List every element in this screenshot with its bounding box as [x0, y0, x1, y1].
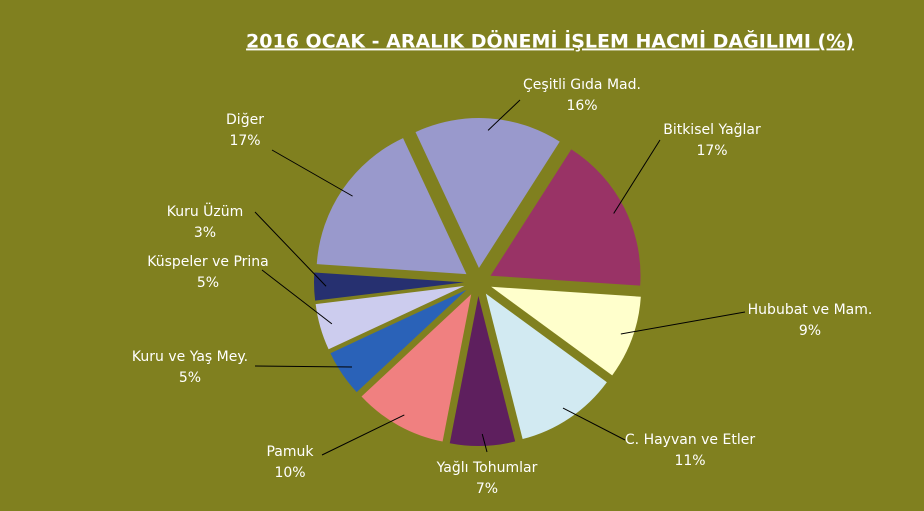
slice-value-label: 5%	[197, 275, 219, 291]
slice-label: Hububat ve Mam.	[748, 302, 873, 318]
pie-slice	[490, 149, 641, 286]
slice-label: Yağlı Tohumlar	[436, 460, 538, 476]
pie-slice	[315, 285, 465, 350]
slice-value-label: 11%	[674, 453, 705, 469]
leader-line	[261, 269, 333, 325]
leader-line	[620, 311, 746, 335]
slice-label: Kuru Üzüm	[167, 202, 244, 220]
leader-line	[613, 139, 661, 214]
slice-label: Diğer	[226, 112, 264, 128]
leader-line	[481, 433, 488, 453]
slice-value-label: 10%	[274, 465, 305, 481]
pie-slice	[485, 293, 607, 440]
slice-value-label: 17%	[696, 143, 727, 159]
slice-label: Küspeler ve Prina	[147, 254, 269, 270]
slice-label: Çeşitli Gıda Mad.	[523, 77, 641, 93]
slice-label: Kuru ve Yaş Mey.	[132, 349, 248, 365]
slice-value-label: 9%	[799, 323, 821, 339]
pie-slice	[314, 272, 465, 301]
pie-slice	[330, 289, 467, 393]
chart-title: 2016 OCAK - ARALIK DÖNEMİ İŞLEM HACMİ DA…	[246, 29, 854, 53]
slice-value-label: 17%	[229, 133, 260, 149]
slice-label: Bitkisel Yağlar	[663, 122, 761, 138]
pie-slice	[361, 294, 472, 442]
slice-value-label: 3%	[194, 225, 216, 241]
slice-label: C. Hayvan ve Etler	[625, 432, 755, 448]
pie-slice	[491, 286, 641, 376]
leader-line	[254, 211, 327, 287]
leader-line	[487, 99, 521, 131]
slice-label: Pamuk	[266, 444, 314, 460]
pie-slice	[449, 295, 516, 446]
slice-value-label: 16%	[566, 98, 597, 114]
slice-value-label: 7%	[476, 481, 498, 497]
leader-line	[562, 407, 626, 441]
leader-line	[271, 149, 353, 197]
pie-slice	[316, 138, 467, 275]
pie-slice	[415, 118, 560, 269]
leader-line	[254, 365, 352, 368]
leader-line	[321, 414, 405, 456]
slice-value-label: 5%	[179, 370, 201, 386]
